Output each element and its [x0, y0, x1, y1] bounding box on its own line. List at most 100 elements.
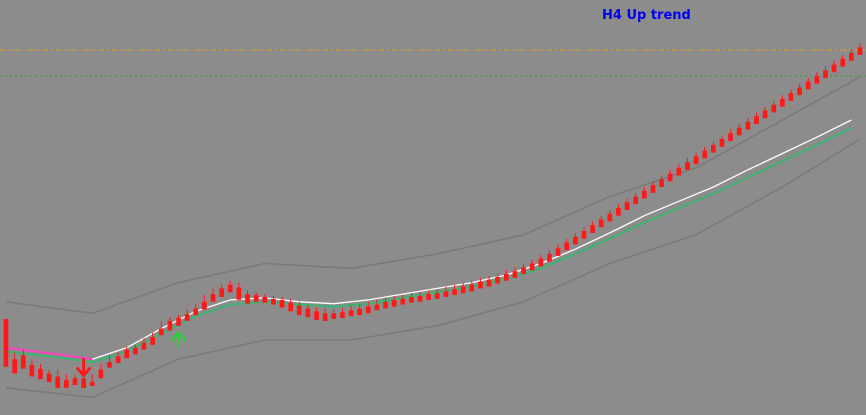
bear-candle [124, 349, 130, 359]
bear-candle [823, 70, 828, 78]
bear-candle [184, 314, 190, 321]
bear-candle [512, 271, 518, 278]
bear-candle [426, 294, 431, 300]
bear-candle [555, 248, 561, 256]
bear-candle [452, 289, 457, 295]
bear-candle [262, 297, 268, 303]
bear-candle [236, 287, 242, 300]
bear-candle [771, 104, 777, 113]
bear-candle [417, 296, 423, 302]
bear-candle [857, 47, 863, 55]
bear-candle [693, 156, 699, 165]
bear-candle [365, 306, 371, 314]
bear-candle [20, 355, 26, 369]
bear-candle [573, 236, 578, 245]
bear-candle [141, 342, 147, 350]
bear-candle [780, 99, 785, 107]
bear-candle [504, 274, 509, 281]
bear-candle [38, 368, 43, 380]
bear-candle [271, 298, 276, 305]
bear-candle [98, 369, 104, 379]
bear-candle [736, 127, 742, 136]
bear-candle [719, 139, 725, 147]
bear-candle [642, 190, 647, 199]
bear-candle [667, 173, 673, 182]
bear-candle [227, 284, 233, 293]
sell-arrow-icon [76, 357, 92, 377]
bear-candle [115, 356, 121, 363]
bear-candle [434, 293, 440, 299]
bear-candle [391, 299, 397, 307]
bear-candle [55, 376, 61, 388]
bear-candle [460, 286, 466, 294]
signal-arrows [76, 331, 187, 377]
bear-candle [469, 284, 475, 292]
bear-candle [564, 242, 569, 251]
bear-candle [486, 279, 492, 287]
bear-candle [348, 310, 354, 317]
bear-candle [219, 288, 224, 297]
bear-candle [814, 76, 820, 84]
bear-candle [158, 328, 164, 336]
bear-candle [46, 373, 52, 383]
envelope-lower-line [5, 138, 861, 399]
bear-candle [193, 308, 199, 316]
bear-candle [296, 305, 302, 316]
bear-candle [745, 121, 751, 130]
bear-candle [676, 167, 682, 176]
bear-candle [409, 297, 414, 303]
bear-candle [478, 281, 483, 289]
bear-candle [210, 294, 216, 302]
bear-candle [176, 318, 181, 326]
bear-candle [797, 87, 802, 96]
bear-candle [81, 378, 86, 388]
bear-candle [245, 294, 250, 304]
bear-candle [29, 364, 35, 377]
bear-candle [521, 267, 526, 274]
bear-candle [849, 53, 854, 61]
bear-candle [633, 196, 638, 205]
bear-candle [840, 58, 846, 67]
horizontal-levels [0, 49, 866, 77]
bear-candle [288, 302, 293, 312]
bear-candle [762, 110, 768, 119]
bear-candle [711, 144, 716, 153]
bear-candle [314, 311, 319, 320]
buy-arrow-icon [171, 331, 187, 349]
bear-candle [107, 362, 112, 368]
bear-candle [279, 299, 285, 308]
bear-candle [495, 276, 500, 284]
bear-candle [167, 320, 173, 331]
bear-candle [547, 253, 552, 262]
bear-candle [538, 258, 544, 267]
bear-candle [12, 359, 17, 374]
bear-candle [607, 213, 613, 222]
bear-candle [305, 308, 311, 318]
bear-candle [728, 133, 733, 142]
bear-candle [788, 93, 794, 101]
bear-candle [529, 263, 535, 271]
candles [3, 43, 863, 388]
bear-candle [3, 319, 9, 367]
bear-candle [702, 150, 708, 159]
bear-candle [650, 185, 656, 193]
envelope-bands [5, 76, 861, 399]
envelope-upper-line [5, 76, 861, 315]
bear-candle [581, 231, 587, 239]
bear-candle [400, 298, 406, 305]
bear-candle [598, 219, 604, 228]
bear-candle [659, 179, 664, 187]
bear-candle [64, 380, 69, 388]
bear-candle [383, 301, 388, 309]
bear-candle [150, 337, 155, 345]
bear-candle [331, 313, 337, 319]
bear-candle [322, 313, 328, 321]
bear-candle [357, 308, 362, 316]
bear-candle [202, 301, 207, 310]
bear-candle [374, 304, 380, 311]
bear-candle [805, 81, 811, 90]
bear-candle [590, 225, 595, 233]
trend-annotation: H4 Up trend [602, 8, 691, 23]
